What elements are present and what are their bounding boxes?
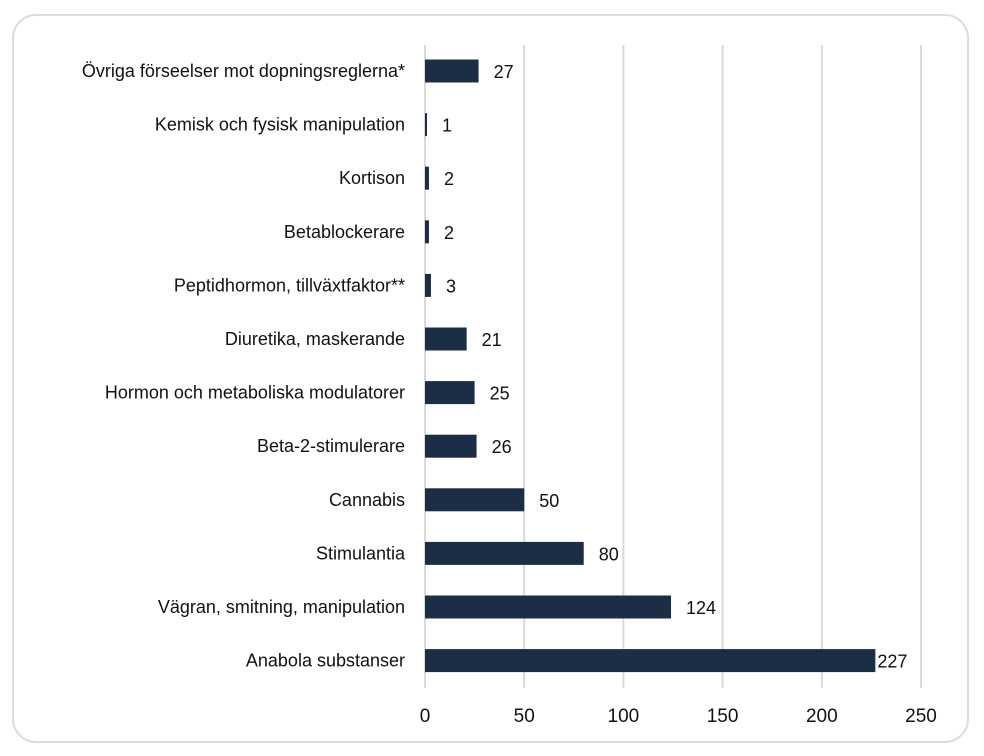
category-label: Beta-2-stimulerare (257, 436, 405, 456)
x-tick-label: 250 (905, 706, 937, 727)
x-tick-label: 150 (707, 706, 739, 727)
value-label: 80 (599, 544, 619, 564)
category-label: Övriga förseelser mot dopningsreglerna* (82, 61, 405, 81)
bar (425, 59, 479, 83)
category-label: Anabola substanser (246, 651, 405, 671)
bar (425, 166, 429, 190)
bar (425, 381, 475, 405)
value-label: 124 (686, 598, 716, 618)
category-label: Kortison (339, 168, 405, 188)
value-label: 2 (444, 223, 454, 243)
category-label: Kemisk och fysisk manipulation (155, 115, 405, 135)
category-labels: Övriga förseelser mot dopningsreglerna* K… (82, 61, 406, 671)
x-tick-label: 200 (806, 706, 838, 727)
bar (425, 541, 584, 565)
x-tick-label: 50 (514, 706, 535, 727)
bar (425, 273, 431, 297)
bars (425, 59, 876, 673)
gridlines (424, 45, 922, 688)
value-label: 1 (442, 116, 452, 136)
category-label: Diuretika, maskerande (225, 329, 405, 349)
value-label: 3 (446, 276, 456, 296)
bar (425, 649, 876, 673)
value-label: 26 (492, 437, 512, 457)
value-labels: 27 1 2 2 3 21 25 26 50 80 124 227 (442, 62, 907, 672)
category-label: Stimulantia (316, 543, 406, 563)
category-label: Hormon och metaboliska modulatorer (105, 383, 405, 403)
x-tick-label: 100 (608, 706, 640, 727)
bar (425, 595, 672, 619)
x-axis-ticks: 0 50 100 150 200 250 (420, 706, 937, 727)
category-label: Peptidhormon, tillväxtfaktor** (174, 275, 405, 295)
bar (425, 220, 429, 244)
value-label: 50 (539, 491, 559, 511)
value-label: 27 (494, 62, 514, 82)
x-tick-label: 0 (420, 706, 431, 727)
category-label: Vägran, smitning, manipulation (158, 597, 405, 617)
bar (425, 434, 477, 458)
value-label: 21 (482, 330, 502, 350)
bar (425, 113, 427, 137)
chart-card (12, 14, 969, 743)
bar (425, 327, 467, 351)
category-label: Cannabis (329, 490, 405, 510)
value-label: 2 (444, 169, 454, 189)
value-label: 227 (877, 652, 907, 672)
value-label: 25 (490, 384, 510, 404)
bar (425, 488, 525, 512)
category-label: Betablockerare (284, 222, 405, 242)
